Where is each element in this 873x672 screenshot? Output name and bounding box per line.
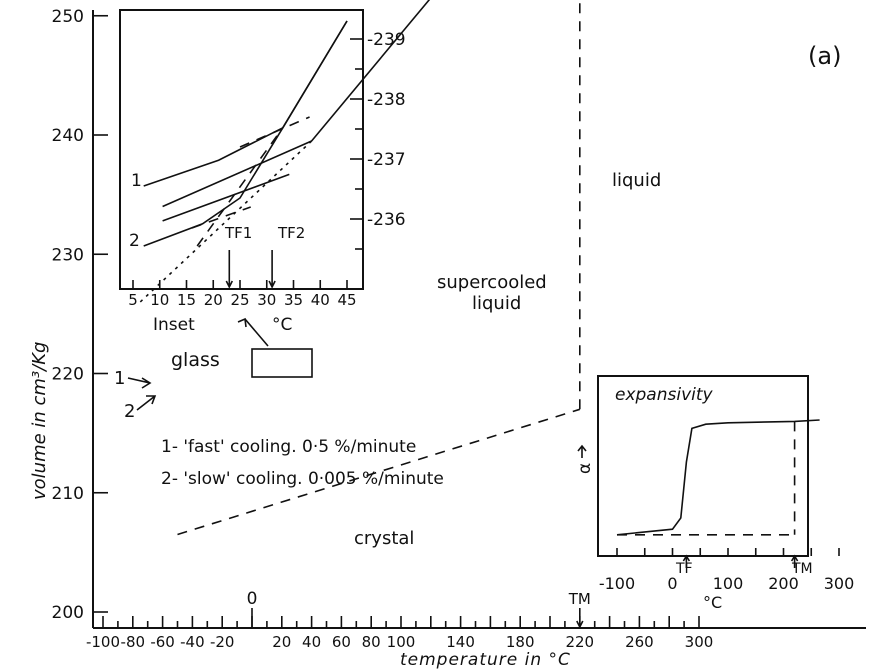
- main-series-line: [162, 140, 312, 208]
- main-y-tick-label: 230: [52, 245, 84, 265]
- main-series-line: [310, 0, 431, 142]
- inset-title: Inset: [153, 315, 195, 335]
- inset-tangent-line: [196, 127, 284, 247]
- main-x-tick-label: -80: [121, 633, 146, 651]
- inset-y-tick-label: -238: [367, 90, 406, 110]
- label-supercooled-liquid: liquid: [472, 293, 521, 314]
- expansivity-x-tick-label: 0: [667, 574, 677, 593]
- inset-chart: 5 10 15 20 25 30 35 40 45 -236 -237 -238 -239 Inset…: [119, 9, 406, 335]
- main-y-tick-label: 200: [52, 603, 84, 623]
- main-x-axis-label: temperature in °C: [400, 650, 571, 670]
- expansivity-unit-label: °C: [703, 593, 722, 612]
- main-series-line: [177, 408, 581, 536]
- inset-x-tick-label: 30: [257, 291, 276, 309]
- inset-y-tick-label: -236: [367, 210, 406, 230]
- legend-fast-cooling: 1- 'fast' cooling. 0·5 %/minute: [161, 437, 416, 457]
- main-x-zero-label: 0: [247, 589, 258, 609]
- main-y-tick-label: 250: [52, 7, 84, 27]
- main-x-tm-label: TM: [568, 590, 591, 608]
- inset-x-tick-label: 5: [128, 291, 138, 309]
- main-x-tick-label: 40: [302, 633, 321, 651]
- main-series-line: [139, 140, 313, 303]
- inset-x-tick-label: 10: [150, 291, 169, 309]
- main-y-tick-label: 220: [52, 365, 84, 385]
- zoom-arrow: [237, 317, 269, 347]
- label-glass: glass: [171, 349, 220, 371]
- inset-tf-arrow: [225, 250, 234, 289]
- main-x-tick-label: -100: [86, 633, 120, 651]
- legend-slow-cooling: 2- 'slow' cooling. 0·005 %/minute: [161, 469, 444, 489]
- expansivity-x-tick-label: -100: [599, 574, 635, 593]
- inset-tf-arrow: [268, 250, 276, 289]
- main-x-tick-label: 80: [362, 633, 381, 651]
- inset-x-tick-label: 25: [230, 291, 249, 309]
- inset-series: [143, 20, 348, 289]
- main-y-ticks: 200210220230240250260270280: [52, 7, 108, 623]
- inset-tf2-label: TF2: [277, 224, 305, 242]
- label-crystal: crystal: [354, 528, 414, 549]
- main-x-tick-label: 300: [685, 633, 714, 651]
- curve-marker-1-arrow: [127, 377, 152, 389]
- main-x-tick-label: 220: [565, 633, 594, 651]
- main-chart: 200210220230240250260270280 -100-80-60-4…: [29, 0, 866, 670]
- inset-frame: [119, 9, 364, 290]
- expansivity-series: [616, 419, 820, 568]
- inset-x-ticks: 5 10 15 20 25 30 35 40 45: [128, 280, 357, 309]
- main-y-tick-label: 240: [52, 126, 84, 146]
- main-x-tick-label: -40: [180, 633, 205, 651]
- expansivity-x-tick-label: 300: [824, 574, 855, 593]
- main-x-ticks: -100 -80 -60 -40 -20 20 40 60 80 100 140 180 220 260 3…: [86, 589, 713, 651]
- curve-marker-2: 2: [124, 401, 135, 422]
- main-y-tick-label: 210: [52, 484, 84, 504]
- inset-x-tick-label: 40: [311, 291, 330, 309]
- expansivity-marker-arrow: [682, 554, 691, 568]
- inset-x-tick-label: 15: [177, 291, 196, 309]
- inset-y-tick-label: -239: [367, 30, 406, 50]
- main-x-tick-label: -20: [210, 633, 235, 651]
- expansivity-y-label: α: [575, 463, 595, 474]
- inset-x-tick-label: 45: [337, 291, 356, 309]
- curve-marker-2-arrow: [136, 395, 157, 411]
- inset-curve-label-1: 1: [131, 171, 142, 191]
- inset-curve-label-2: 2: [129, 231, 140, 251]
- label-liquid: liquid: [612, 170, 661, 191]
- main-x-tm-arrow: [576, 608, 584, 629]
- expansivity-x-tick-label: 100: [713, 574, 744, 593]
- panel-label: (a): [808, 42, 841, 70]
- inset-tf1-label: TF1: [224, 224, 252, 242]
- inset-y-tick-label: -237: [367, 150, 406, 170]
- expansivity-frame: [597, 375, 809, 557]
- inset-x-tick-label: 20: [204, 291, 223, 309]
- main-x-tick-label: 180: [506, 633, 535, 651]
- inset-y-ticks: -236 -237 -238 -239: [350, 30, 406, 250]
- expansivity-tm-label: TM: [791, 561, 813, 577]
- expansivity-title: expansivity: [615, 385, 714, 405]
- main-x-tick-label: 60: [332, 633, 351, 651]
- curve-marker-1: 1: [114, 368, 125, 389]
- main-x-tick-label: 20: [272, 633, 291, 651]
- expansivity-x-ticks: -100 0 100 200 300 °C: [599, 548, 854, 612]
- main-x-tick-label: 100: [387, 633, 416, 651]
- inset-x-tick-label: 35: [284, 291, 303, 309]
- main-x-tick-label: 140: [446, 633, 475, 651]
- expansivity-marker-arrow: [790, 554, 799, 568]
- expansivity-y-arrow: [577, 444, 587, 458]
- inset-x-axis-label: °C: [272, 315, 292, 335]
- expansivity-tf-label: TF: [675, 561, 693, 577]
- expansivity-chart: -100 0 100 200 300 °C expansivity α TF TM: [575, 375, 854, 612]
- label-supercooled: supercooled: [437, 272, 547, 293]
- main-y-axis-label: volume in cm³/Kg: [29, 342, 50, 500]
- zoom-box: [251, 348, 313, 378]
- main-x-tick-label: 260: [625, 633, 654, 651]
- main-x-tick-label: -60: [150, 633, 175, 651]
- inset-series-line: [143, 20, 348, 187]
- expansivity-x-tick-label: 200: [768, 574, 799, 593]
- expansivity-curve: [616, 419, 820, 536]
- inset-series-line: [143, 20, 348, 247]
- main-series-line: [162, 173, 290, 222]
- main-series: [139, 0, 581, 536]
- inset-tangent-line: [239, 116, 310, 148]
